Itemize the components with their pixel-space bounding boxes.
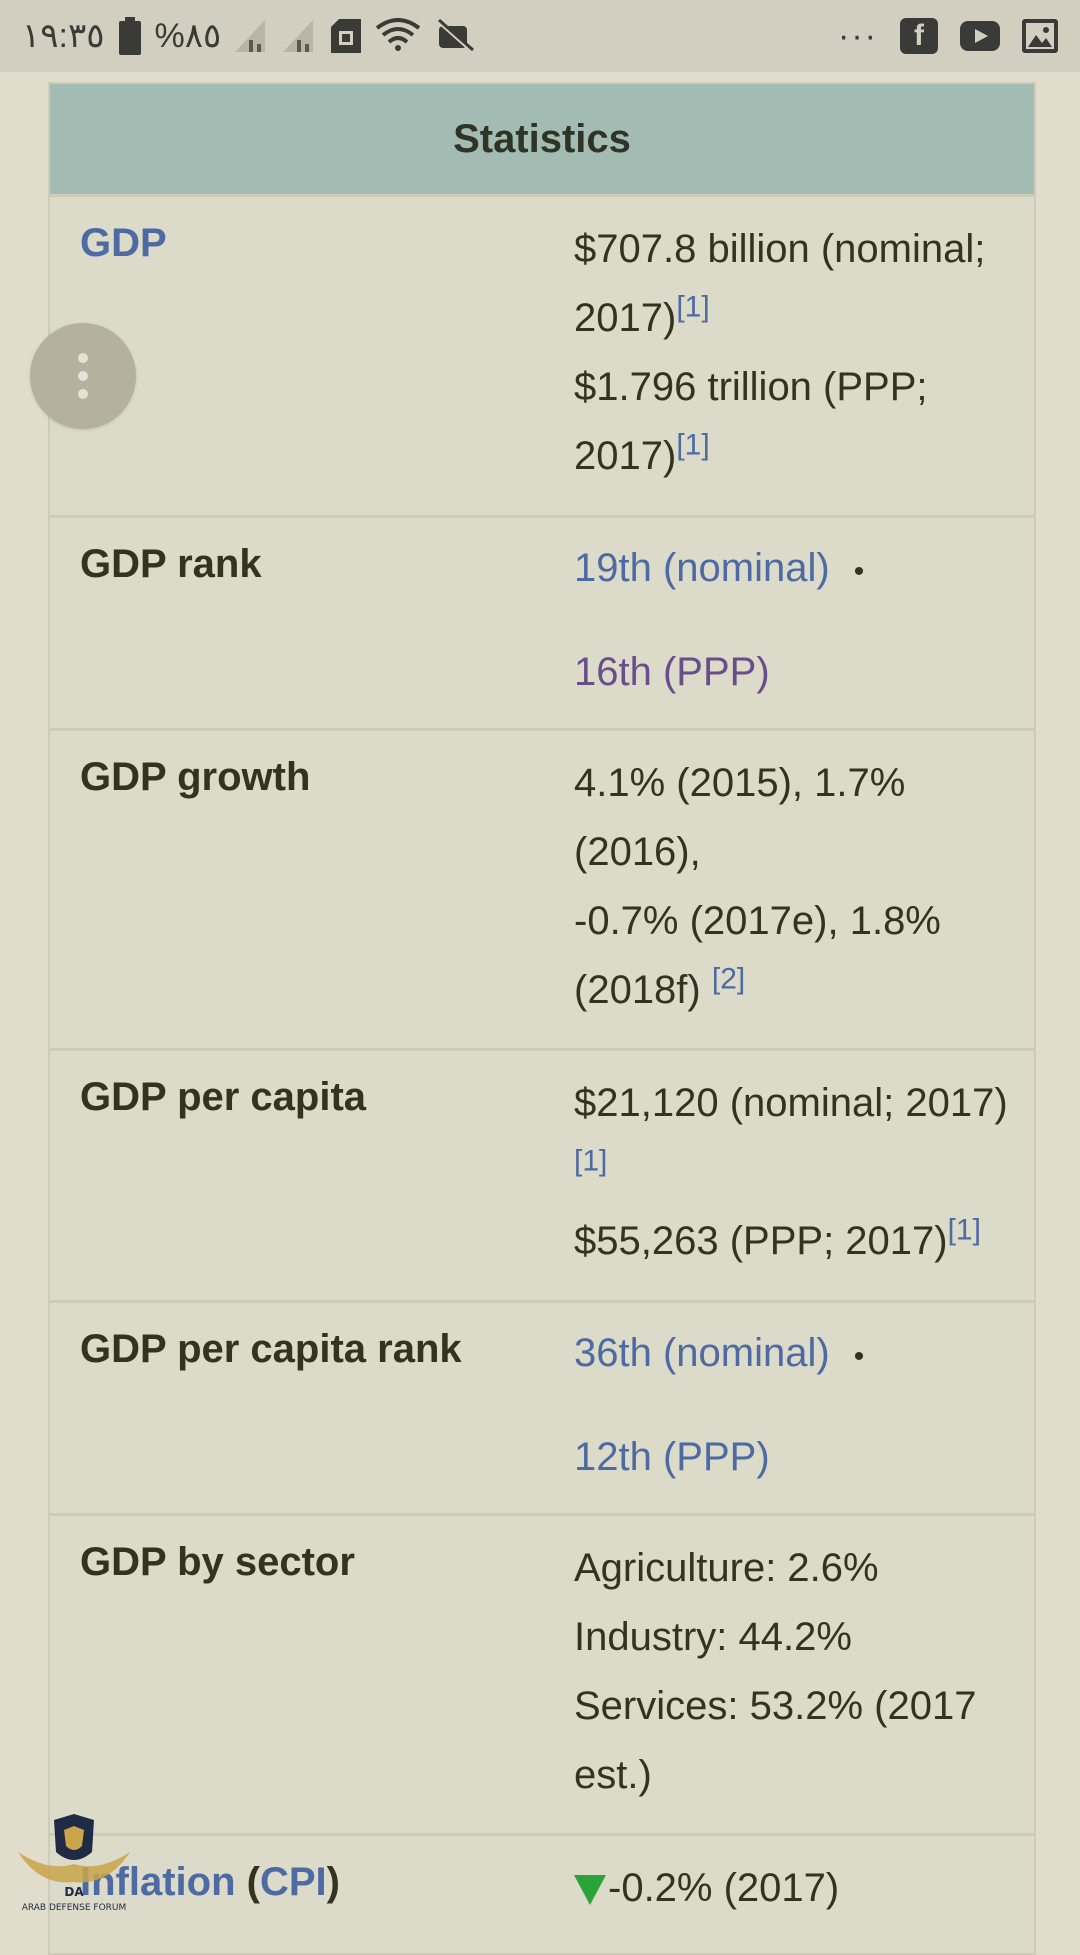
row-label: GDP rank [80, 542, 262, 586]
bullet-separator: • [853, 555, 865, 588]
forum-watermark-logo: DA ARAB DEFENSE FORUM [8, 1812, 140, 1920]
gdp-link[interactable]: GDP [80, 221, 167, 265]
row-label: GDP per capita rank [80, 1327, 462, 1371]
battery-percent: %٨٥ [154, 17, 222, 55]
table-row: GDP by sector Agriculture: 2.6% Industry… [50, 1513, 1034, 1833]
dot-icon [78, 371, 88, 381]
value-text: Services: 53.2% (2017 est.) [574, 1684, 977, 1797]
citation-link[interactable]: [1] [947, 1213, 981, 1247]
row-value: $707.8 billion (nominal; 2017)[1] $1.796… [574, 197, 1034, 515]
rank-nominal-link[interactable]: 36th (nominal) [574, 1331, 830, 1375]
watermark-abbr: DA [64, 1885, 84, 1899]
signal-icon [283, 20, 317, 52]
paren-open: ( [246, 1860, 260, 1904]
signal-icon [235, 20, 269, 52]
decrease-arrow-icon [574, 1875, 606, 1906]
row-value: 36th (nominal) • 12th (PPP) [574, 1303, 1034, 1513]
value-text: $21,120 (nominal; 2017) [574, 1081, 1008, 1125]
row-label: GDP growth [80, 755, 311, 799]
rank-ppp-link[interactable]: 12th (PPP) [574, 1435, 770, 1479]
infobox-header: Statistics [50, 84, 1034, 194]
value-text: Agriculture: 2.6% [574, 1546, 879, 1590]
more-icon[interactable]: ··· [838, 16, 878, 55]
value-text: $1.796 trillion (PPP; 2017) [574, 365, 928, 478]
bullet-separator: • [853, 1340, 865, 1373]
image-icon [1022, 19, 1058, 53]
table-row: GDP growth 4.1% (2015), 1.7% (2016), -0.… [50, 728, 1034, 1048]
value-text: 4.1% (2015), 1.7% (2016), [574, 761, 906, 874]
mute-icon [435, 18, 475, 54]
more-options-button[interactable] [30, 323, 136, 429]
statistics-infobox: Statistics GDP $707.8 billion (nominal; … [30, 82, 1036, 1955]
value-text: $55,263 (PPP; 2017) [574, 1219, 948, 1263]
citation-link[interactable]: [1] [676, 428, 710, 462]
citation-link[interactable]: [1] [676, 290, 710, 324]
citation-link[interactable]: [1] [574, 1144, 608, 1178]
row-label: Inflation (CPI) [50, 1836, 574, 1953]
value-text: -0.2% (2017) [608, 1866, 840, 1910]
wifi-icon [375, 18, 421, 54]
value-text: -0.7% (2017e), 1.8% (2018f) [574, 899, 941, 1012]
row-value: 4.1% (2015), 1.7% (2016), -0.7% (2017e),… [574, 731, 1034, 1048]
battery-icon [118, 17, 141, 55]
table-row: GDP $707.8 billion (nominal; 2017)[1] $1… [30, 194, 1034, 515]
value-text: $707.8 billion (nominal; 2017) [574, 227, 986, 340]
status-right: ··· f [838, 17, 1058, 56]
row-label: GDP per capita [80, 1075, 367, 1119]
table-row: GDP per capita $21,120 (nominal; 2017) [1… [50, 1048, 1034, 1300]
rank-nominal-link[interactable]: 19th (nominal) [574, 546, 830, 590]
dot-icon [78, 389, 88, 399]
cpi-link[interactable]: CPI [259, 1860, 327, 1904]
clock: ١٩:٣٥ [22, 17, 105, 55]
row-value: Agriculture: 2.6% Industry: 44.2% Servic… [574, 1516, 1034, 1833]
youtube-icon [960, 21, 1000, 51]
value-text: Industry: 44.2% [574, 1615, 852, 1659]
table-row: GDP per capita rank 36th (nominal) • 12th… [50, 1300, 1034, 1513]
row-label: GDP [30, 197, 574, 515]
sim-icon [331, 19, 362, 53]
rank-ppp-link[interactable]: 16th (PPP) [574, 650, 770, 694]
dot-icon [78, 353, 88, 363]
table-row: GDP rank 19th (nominal) • 16th (PPP) [50, 515, 1034, 728]
status-left: ١٩:٣٥ %٨٥ [22, 16, 475, 56]
row-label: GDP by sector [80, 1540, 355, 1584]
row-value: -0.2% (2017) [574, 1836, 1034, 1953]
row-value: 19th (nominal) • 16th (PPP) [574, 518, 1034, 728]
table-row: Inflation (CPI) -0.2% (2017) [50, 1833, 1034, 1953]
paren-close: ) [326, 1860, 340, 1904]
watermark-text: ARAB DEFENSE FORUM [22, 1903, 127, 1913]
status-bar: ١٩:٣٥ %٨٥ ··· f [0, 0, 1080, 72]
row-value: $21,120 (nominal; 2017) [1] $55,263 (PPP;… [574, 1051, 1034, 1300]
citation-link[interactable]: [2] [711, 962, 746, 996]
facebook-icon: f [900, 18, 938, 54]
